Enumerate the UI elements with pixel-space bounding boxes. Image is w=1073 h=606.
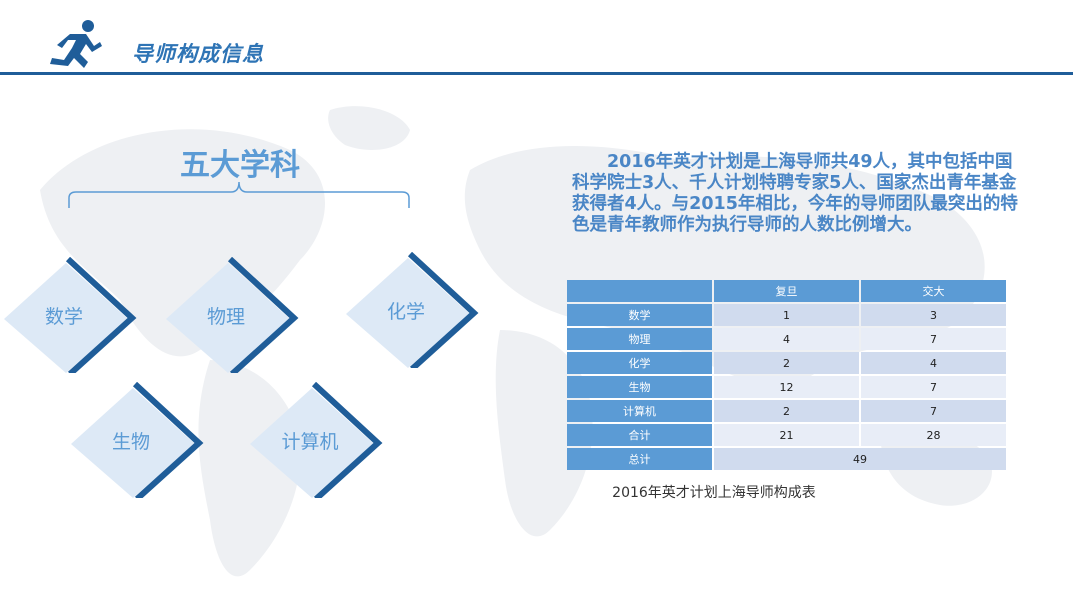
table-row: 生物 12 7 (567, 376, 1006, 398)
cell-fudan: 21 (714, 424, 859, 446)
subject-label: 计算机 (281, 430, 339, 453)
table-caption: 2016年英才计划上海导师构成表 (612, 485, 816, 501)
subject-item-computer[interactable]: 计算机 (246, 382, 386, 498)
cell-jiaoda: 4 (861, 352, 1006, 374)
cell-jiaoda: 3 (861, 304, 1006, 326)
page-title: 导师构成信息 (132, 42, 264, 66)
table-total-row: 总计 49 (567, 448, 1006, 470)
cell-fudan: 12 (714, 376, 859, 398)
subject-label: 生物 (111, 430, 150, 453)
row-label: 生物 (567, 376, 712, 398)
cell-jiaoda: 7 (861, 376, 1006, 398)
cell-fudan: 4 (714, 328, 859, 350)
header-divider (0, 72, 1073, 75)
row-label: 计算机 (567, 400, 712, 422)
cell-total: 49 (714, 448, 1006, 470)
row-label: 化学 (567, 352, 712, 374)
diamond-shape (71, 382, 204, 498)
table-header-cell (567, 280, 712, 302)
subject-label: 化学 (386, 300, 425, 323)
subject-item-biology[interactable]: 生物 (67, 382, 207, 498)
cell-jiaoda: 7 (861, 400, 1006, 422)
row-label: 总计 (567, 448, 712, 470)
table-header-cell: 复旦 (714, 280, 859, 302)
subject-item-physics[interactable]: 物理 (162, 257, 302, 373)
diamond-shape (250, 382, 383, 498)
table-header-row: 复旦 交大 (567, 280, 1006, 302)
subjects-heading: 五大学科 (180, 148, 300, 183)
subject-item-chemistry[interactable]: 化学 (342, 252, 482, 368)
mentor-table: 复旦 交大 数学 1 3 物理 4 7 化学 2 4 生物 12 7 计算机 2… (565, 278, 1008, 472)
table-header-cell: 交大 (861, 280, 1006, 302)
cell-fudan: 2 (714, 352, 859, 374)
curly-brace (68, 181, 410, 208)
diamond-shape (346, 252, 479, 368)
row-label: 物理 (567, 328, 712, 350)
cell-fudan: 2 (714, 400, 859, 422)
subject-label: 数学 (44, 305, 83, 328)
table-row: 合计 21 28 (567, 424, 1006, 446)
subject-item-math[interactable]: 数学 (0, 257, 140, 373)
subject-label: 物理 (206, 305, 245, 328)
cell-jiaoda: 7 (861, 328, 1006, 350)
diamond-shape (4, 257, 137, 373)
running-man-icon (50, 20, 102, 68)
row-label: 数学 (567, 304, 712, 326)
table-row: 物理 4 7 (567, 328, 1006, 350)
cell-jiaoda: 28 (861, 424, 1006, 446)
diamond-shape (166, 257, 299, 373)
description-paragraph: 2016年英才计划是上海导师共49人，其中包括中国科学院士3人、千人计划特聘专家… (572, 152, 1018, 235)
table-row: 数学 1 3 (567, 304, 1006, 326)
row-label: 合计 (567, 424, 712, 446)
table-row: 计算机 2 7 (567, 400, 1006, 422)
cell-fudan: 1 (714, 304, 859, 326)
table-row: 化学 2 4 (567, 352, 1006, 374)
